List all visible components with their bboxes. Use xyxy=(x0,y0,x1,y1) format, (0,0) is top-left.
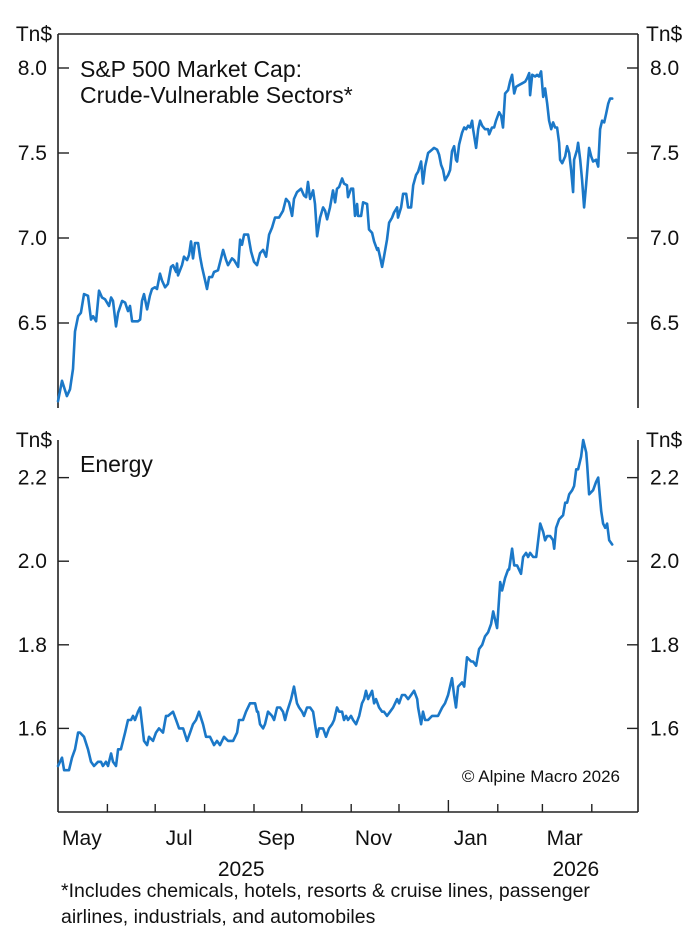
panel-frame xyxy=(57,33,639,408)
copyright-notice: © Alpine Macro 2026 xyxy=(462,767,620,786)
y-tick-label-right: 1.6 xyxy=(650,717,679,740)
y-tick-label-right: 7.0 xyxy=(650,227,679,250)
y-tick-label-left: 1.8 xyxy=(18,634,47,657)
x-year-label: 2026 xyxy=(552,858,599,881)
series-line xyxy=(56,438,614,772)
y-tick-label-left: 2.0 xyxy=(18,550,47,573)
x-axis: May Jul Sep Nov Jan Mar 2025 2026 xyxy=(62,800,599,881)
chart-subtitle: Crude-Vulnerable Sectors* xyxy=(80,82,353,108)
y-tick-label-right: 2.0 xyxy=(650,550,679,573)
y-tick-label-right: 7.5 xyxy=(650,142,679,165)
y-axis-ticks: 6.5 6.5 7.0 7.0 7.5 7.5 8.0 8.0 xyxy=(18,57,679,335)
y-axis-unit-right: Tn$ xyxy=(646,23,683,46)
y-tick-label-right: 8.0 xyxy=(650,57,679,80)
y-tick-label-right: 2.2 xyxy=(650,467,679,490)
y-axis-ticks: 1.6 1.6 1.8 1.8 2.0 2.0 2.2 2.2 xyxy=(18,467,679,741)
y-tick-label-right: 1.8 xyxy=(650,634,679,657)
panel-frame xyxy=(57,440,639,813)
series-group xyxy=(56,438,614,772)
x-tick-label: Jul xyxy=(166,827,193,850)
chart-title: S&P 500 Market Cap: xyxy=(80,56,302,82)
y-tick-label-left: 2.2 xyxy=(18,467,47,490)
panel-crude-vulnerable: Tn$ Tn$ S&P 500 Market Cap: Crude-Vulner… xyxy=(16,23,683,408)
x-tick-label: Nov xyxy=(355,827,393,850)
footnote: *Includes chemicals, hotels, resorts & c… xyxy=(61,878,691,930)
x-tick-label: Sep xyxy=(258,827,295,850)
y-tick-label-left: 6.5 xyxy=(18,312,47,335)
y-axis-unit-right: Tn$ xyxy=(646,429,683,452)
y-tick-label-left: 7.0 xyxy=(18,227,47,250)
y-tick-label-left: 7.5 xyxy=(18,142,47,165)
series-line xyxy=(56,70,614,403)
y-tick-label-right: 6.5 xyxy=(650,312,679,335)
y-axis-unit-left: Tn$ xyxy=(16,23,53,46)
y-tick-label-left: 1.6 xyxy=(18,717,47,740)
footnote-line-1: *Includes chemicals, hotels, resorts & c… xyxy=(61,880,590,902)
y-tick-label-left: 8.0 xyxy=(18,57,47,80)
panel-energy: Tn$ Tn$ Energy 1.6 1.61.8 1.82.0 2.02.2 2.2 … xyxy=(16,429,683,881)
x-year-label: 2025 xyxy=(218,858,265,881)
chart-title: Energy xyxy=(80,451,153,477)
y-axis-unit-left: Tn$ xyxy=(16,429,53,452)
x-tick-label: Jan xyxy=(454,827,488,850)
x-tick-label: May xyxy=(62,827,102,850)
x-tick-label: Mar xyxy=(547,827,583,850)
footnote-line-2: airlines, industrials, and automobiles xyxy=(61,906,376,928)
series-group xyxy=(56,70,614,403)
